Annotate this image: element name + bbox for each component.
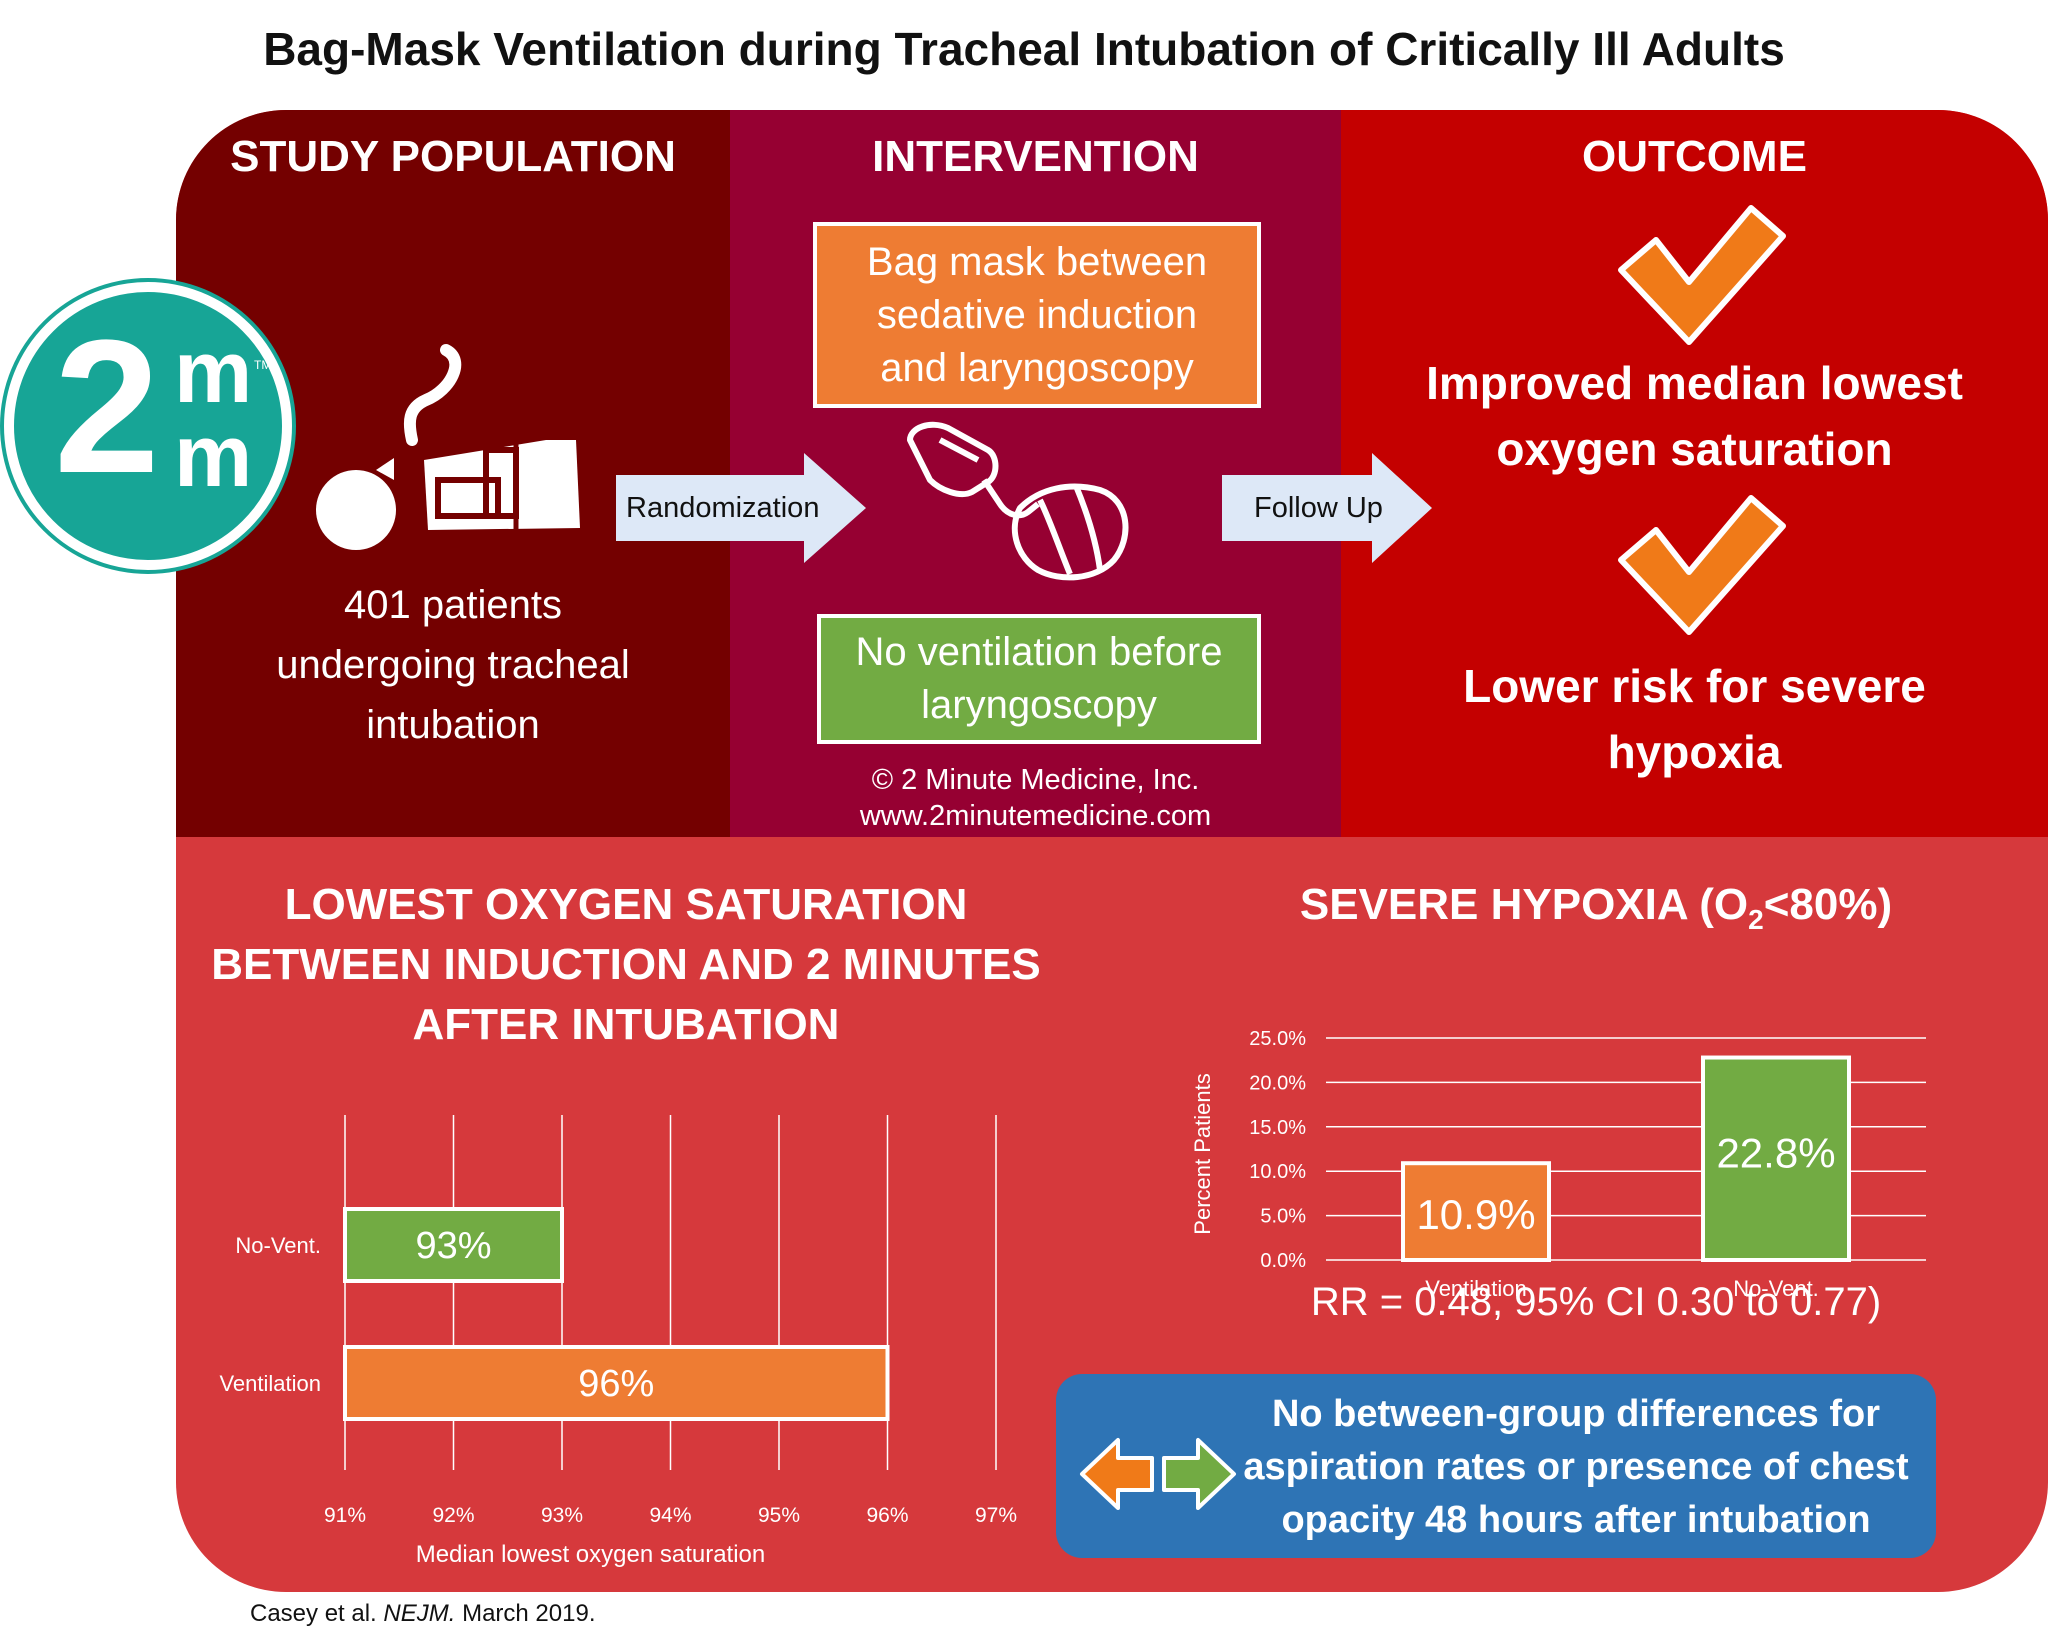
population-line-2: undergoing tracheal: [276, 643, 630, 687]
x-tick-label: 94%: [649, 1504, 691, 1527]
arm2-line-1: No ventilation before: [855, 630, 1223, 674]
bar-no-vent-: [1701, 1055, 1851, 1263]
chart1-title-line-1: LOWEST OXYGEN SATURATION: [284, 880, 968, 929]
bar-ventilation: [1401, 1161, 1551, 1262]
bar-value-label: 93%: [415, 1225, 491, 1267]
chart2-title-sub: 2: [1748, 903, 1764, 935]
bar-value-label: 22.8%: [1716, 1130, 1835, 1177]
y-axis-label: Percent Patients: [1190, 1073, 1215, 1234]
logo-m-bottom: m: [174, 406, 253, 505]
x-tick-label: 92%: [432, 1504, 474, 1527]
arm2-line-2: laryngoscopy: [921, 683, 1157, 727]
double-arrow-icon: [1080, 1438, 1236, 1510]
follow-up-arrow-icon: [1222, 453, 1432, 563]
y-tick-label: 10.0%: [1249, 1161, 1306, 1183]
y-tick-label: 20.0%: [1249, 1072, 1306, 1094]
outcome-panel: OUTCOME Improved median lowest oxygen sa…: [1341, 110, 2048, 837]
x-tick-label: 91%: [324, 1504, 366, 1527]
chart2-annotation: RR = 0.48, 95% CI 0.30 to 0.77): [1310, 1280, 1882, 1324]
y-tick-label: 5.0%: [1260, 1206, 1306, 1228]
note-line-3: opacity 48 hours after intubation: [1281, 1499, 1871, 1541]
population-line-3: intubation: [366, 703, 540, 747]
note-line-2: aspiration rates or presence of chest: [1243, 1446, 1909, 1488]
category-label: Ventilation: [1425, 1276, 1527, 1301]
study-population-heading: STUDY POPULATION: [230, 132, 676, 181]
outcome-1-line-2: oxygen saturation: [1496, 423, 1893, 475]
outcome-1-text: Improved median lowest oxygen saturation: [1341, 350, 2048, 482]
bar-value-label: 96%: [578, 1363, 654, 1405]
bag-mask-icon: [907, 421, 1129, 581]
copyright-block: © 2 Minute Medicine, Inc. www.2minutemed…: [730, 762, 1341, 834]
outcome-heading: OUTCOME: [1582, 132, 1807, 181]
follow-up-label: Follow Up: [1254, 492, 1383, 524]
patient-bed-icon: [316, 344, 580, 550]
arm1-line-2: sedative induction: [876, 292, 1198, 337]
2-minute-medicine-logo: 2 m m TM: [4, 282, 292, 570]
outcome-2-line-2: hypoxia: [1607, 726, 1782, 778]
outcome-2-text: Lower risk for severe hypoxia: [1341, 653, 2048, 785]
logo-trademark: TM: [254, 358, 272, 372]
x-axis-label: Median lowest oxygen saturation: [416, 1541, 766, 1568]
y-tick-label: 15.0%: [1249, 1117, 1306, 1139]
page-title: Bag-Mask Ventilation during Tracheal Int…: [263, 23, 1785, 75]
no-difference-note: No between-group differences for aspirat…: [1056, 1374, 1936, 1558]
arm1-line-3: and laryngoscopy: [880, 345, 1194, 390]
chart1-title-line-2: BETWEEN INDUCTION AND 2 MINUTES: [211, 940, 1041, 989]
no-ventilation-arm-box: No ventilation before laryngoscopy: [817, 614, 1261, 744]
logo-m-top: m: [174, 322, 253, 421]
study-population-text: 401 patients undergoing tracheal intubat…: [176, 575, 730, 755]
x-tick-label: 95%: [758, 1504, 800, 1527]
outcome-2-line-1: Lower risk for severe: [1463, 660, 1926, 712]
chart2-title-post: <80%): [1763, 880, 1893, 929]
logo-two: 2: [54, 301, 160, 513]
bar-value-label: 10.9%: [1416, 1191, 1535, 1238]
randomization-arrow-icon: [616, 453, 866, 563]
category-label: No-Vent.: [1733, 1276, 1819, 1301]
citation-authors: Casey et al.: [250, 1600, 384, 1627]
citation-journal: NEJM.: [383, 1600, 456, 1627]
intervention-heading: INTERVENTION: [872, 132, 1199, 181]
copyright-text: © 2 Minute Medicine, Inc.: [871, 764, 1200, 796]
x-tick-label: 93%: [541, 1504, 583, 1527]
severe-hypoxia-bar-chart: 0.0% 5.0% 10.0% 15.0% 20.0% 25.0% 10.9% Ventila…: [1190, 1028, 1926, 1301]
note-text: No between-group differences for aspirat…: [1226, 1388, 1926, 1547]
x-tick-label: 96%: [866, 1504, 908, 1527]
category-label: Ventilation: [219, 1371, 321, 1396]
chart2-title: SEVERE HYPOXIA (O2<80%): [1206, 875, 1986, 950]
x-tick-label: 97%: [975, 1504, 1017, 1527]
population-line-1: 401 patients: [344, 583, 562, 627]
randomization-label: Randomization: [626, 492, 820, 524]
citation: Casey et al. NEJM. March 2019.: [250, 1600, 595, 1628]
bar-no-vent-: [343, 1207, 564, 1283]
chart1-title: LOWEST OXYGEN SATURATION BETWEEN INDUCTI…: [206, 875, 1046, 1055]
infographic-card: STUDY POPULATION 401 patients undergoing…: [176, 110, 2048, 1592]
chart2-title-pre: SEVERE HYPOXIA (O: [1299, 880, 1749, 929]
oxygen-saturation-bar-chart: 91% 92% 93% 94% 95% 96% 97% 93% No-Vent. 96% Venti…: [219, 1115, 1017, 1568]
category-label: No-Vent.: [235, 1233, 321, 1258]
y-tick-label: 25.0%: [1249, 1028, 1306, 1050]
intervention-panel: INTERVENTION Bag mask between sedative i…: [730, 110, 1341, 837]
note-line-1: No between-group differences for: [1271, 1393, 1881, 1435]
outcome-1-line-1: Improved median lowest: [1426, 357, 1963, 409]
y-tick-label: 0.0%: [1260, 1250, 1306, 1272]
arm1-line-1: Bag mask between: [866, 239, 1208, 284]
bar-ventilation: [343, 1345, 890, 1421]
bag-mask-arm-box: Bag mask between sedative induction and …: [813, 222, 1261, 408]
website-link[interactable]: www.2minutemedicine.com: [859, 800, 1212, 832]
chart1-title-line-3: AFTER INTUBATION: [412, 1000, 840, 1049]
checkmark-icon: [1618, 495, 1786, 635]
checkmark-icon: [1618, 205, 1786, 345]
citation-date: March 2019.: [455, 1600, 596, 1627]
